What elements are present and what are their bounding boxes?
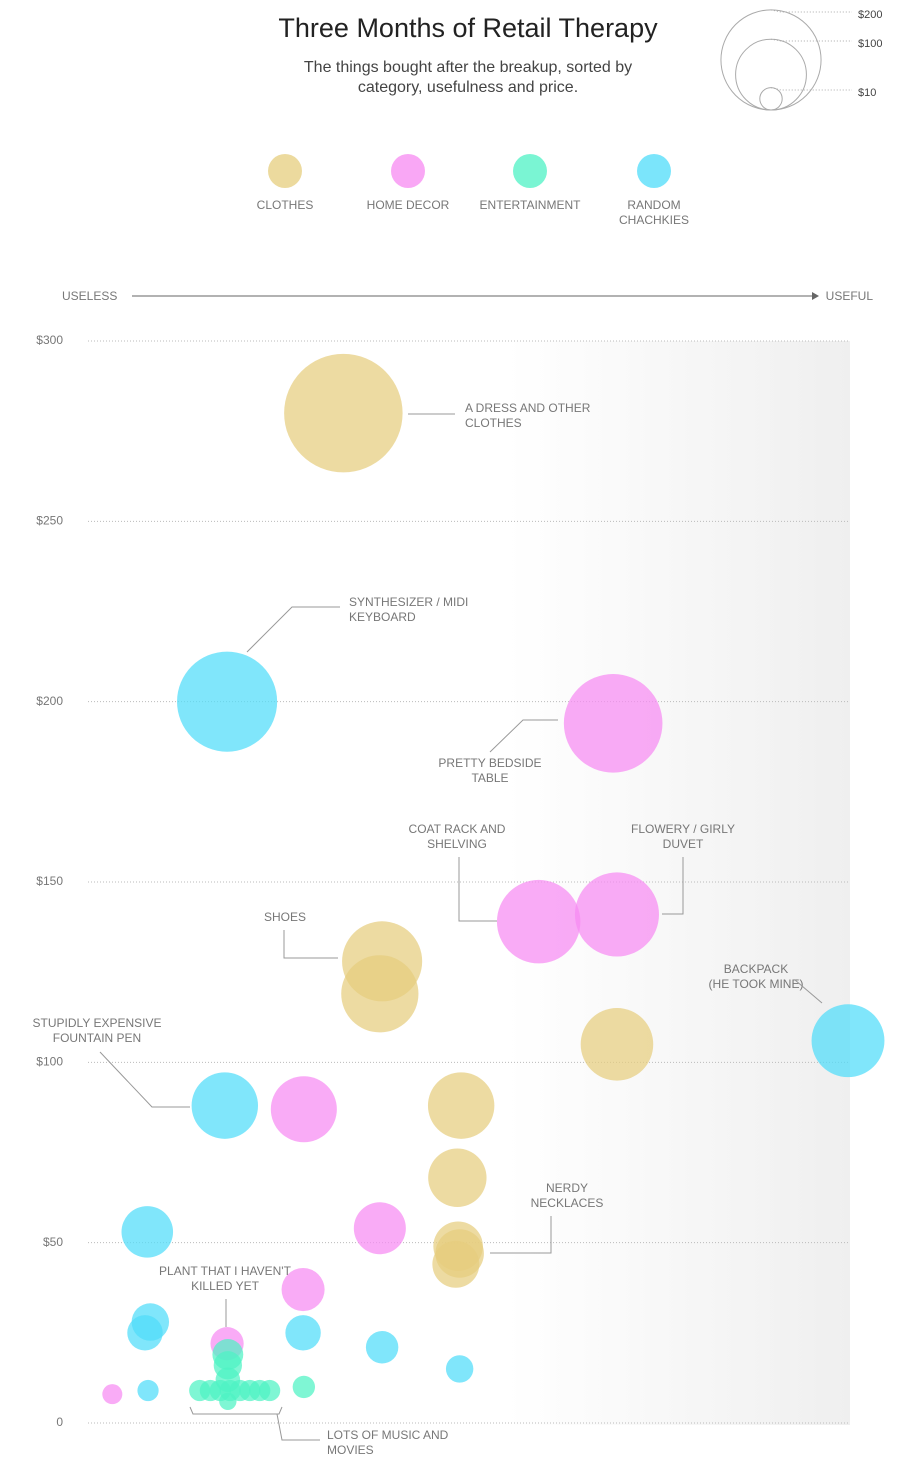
annotation: SHOES <box>264 910 306 924</box>
bubble <box>177 651 278 752</box>
annotation-leader <box>246 606 340 653</box>
bubble <box>432 1240 480 1288</box>
annotation-leader <box>662 857 684 915</box>
annotation: LOTS OF MUSIC AND <box>327 1428 449 1442</box>
subtitle: The things bought after the breakup, sor… <box>304 59 632 76</box>
bubble <box>427 1072 495 1139</box>
bubble <box>574 872 659 957</box>
annotation: KEYBOARD <box>349 610 416 624</box>
annotation-leader <box>283 930 338 959</box>
legend-swatch <box>637 154 671 188</box>
y-tick-label: $250 <box>36 514 63 528</box>
legend-label: CLOTHES <box>256 198 314 212</box>
y-tick-label: 0 <box>56 1415 63 1429</box>
annotation-leader <box>458 857 497 922</box>
bubble <box>127 1315 163 1351</box>
annotation-leader <box>99 1051 190 1108</box>
bubble <box>270 1076 337 1143</box>
size-legend-leader <box>770 9 852 13</box>
bubble <box>365 1331 399 1364</box>
annotation: PLANT THAT I HAVEN'T <box>159 1264 292 1278</box>
annotation-leader <box>794 979 823 1004</box>
annotation: KILLED YET <box>191 1279 259 1293</box>
size-legend-leader <box>770 38 852 42</box>
bubble <box>191 1072 259 1139</box>
bubble <box>137 1379 159 1402</box>
y-tick-label: $150 <box>36 874 63 888</box>
annotation: DUVET <box>663 837 704 851</box>
annotation: NECKLACES <box>531 1196 604 1210</box>
bubble <box>219 1392 237 1411</box>
bubble <box>215 1367 241 1392</box>
size-legend-circle <box>735 38 807 111</box>
legend-swatch <box>268 154 302 188</box>
y-tick-label: $200 <box>36 694 63 708</box>
bubble <box>285 1315 321 1351</box>
annotation: SHELVING <box>427 837 487 851</box>
axis-arrow-head <box>812 292 819 300</box>
size-legend-label: $200 <box>858 9 882 21</box>
bubble <box>428 1148 487 1207</box>
y-tick-label: $100 <box>36 1055 63 1069</box>
legend-label: ENTERTAINMENT <box>479 198 581 212</box>
size-legend-leader <box>770 87 852 91</box>
annotation-leader <box>489 719 558 753</box>
bubble <box>811 1004 885 1078</box>
size-legend-label: $100 <box>858 38 882 50</box>
bubble <box>284 353 403 473</box>
legend-swatch <box>391 154 425 188</box>
bubble <box>121 1206 174 1258</box>
annotation: A DRESS AND OTHER <box>465 401 591 415</box>
y-tick-label: $50 <box>43 1235 63 1249</box>
annotation: MOVIES <box>327 1443 374 1457</box>
x-label-left: USELESS <box>62 289 117 303</box>
bubble <box>563 674 663 773</box>
size-legend-label: $10 <box>858 87 876 99</box>
bubble <box>341 955 419 1033</box>
subtitle: category, usefulness and price. <box>358 79 578 96</box>
size-legend-circle <box>759 87 783 111</box>
annotation: PRETTY BEDSIDE <box>438 756 541 770</box>
annotation: SYNTHESIZER / MIDI <box>349 595 468 609</box>
annotation-leader <box>490 1216 552 1254</box>
chart-title: Three Months of Retail Therapy <box>278 13 658 43</box>
annotation-leader <box>276 1413 320 1441</box>
bubble <box>102 1384 123 1405</box>
bubble <box>353 1202 406 1255</box>
annotation: TABLE <box>471 771 508 785</box>
x-label-right: USEFUL <box>826 289 874 303</box>
annotation: BACKPACK <box>724 962 788 976</box>
bubble <box>292 1375 316 1399</box>
annotation: CLOTHES <box>465 416 522 430</box>
bubble <box>281 1268 325 1312</box>
bubble <box>496 879 581 964</box>
annotation-leader <box>189 1406 283 1415</box>
legend-label: HOME DECOR <box>366 198 450 212</box>
annotation: FOUNTAIN PEN <box>53 1031 141 1045</box>
bubble <box>580 1008 654 1081</box>
annotation: (HE TOOK MINE) <box>709 977 804 991</box>
y-tick-label: $300 <box>36 333 63 347</box>
bubble <box>259 1379 281 1402</box>
annotation: STUPIDLY EXPENSIVE <box>33 1016 162 1030</box>
bubble <box>445 1355 474 1383</box>
annotation: NERDY <box>546 1181 588 1195</box>
annotation: COAT RACK AND <box>409 822 506 836</box>
size-legend-circle <box>720 9 822 111</box>
legend-label: RANDOM CHACHKIES <box>618 198 689 227</box>
legend-swatch <box>513 154 547 188</box>
annotation: FLOWERY / GIRLY <box>631 822 735 836</box>
